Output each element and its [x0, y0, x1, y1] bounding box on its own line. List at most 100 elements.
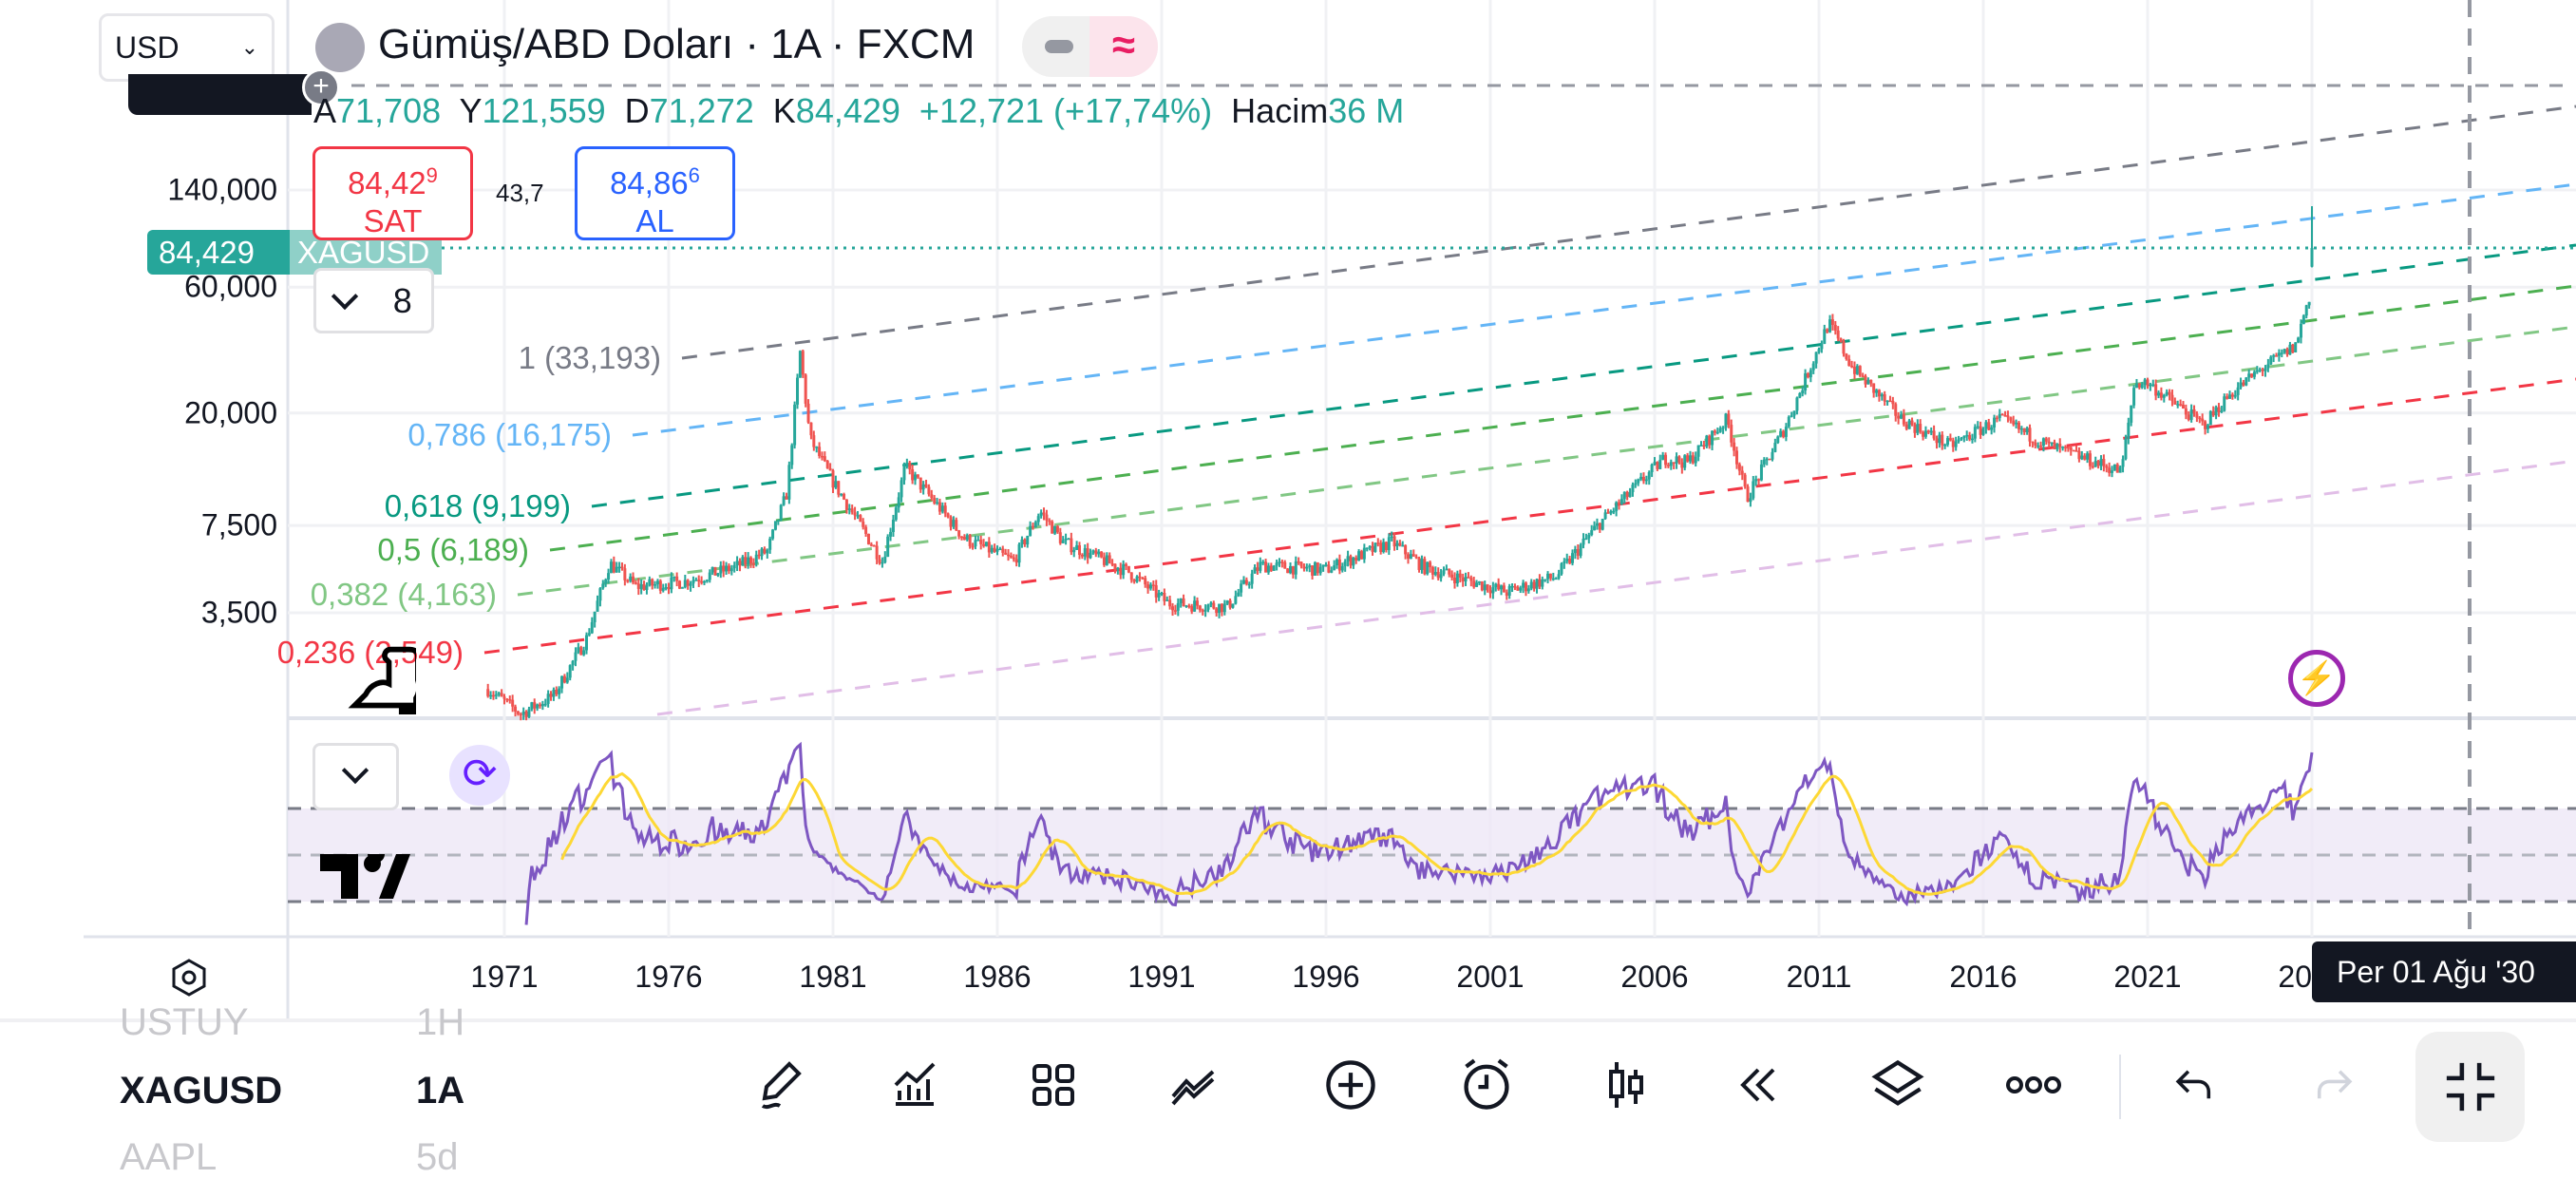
chart-mode-toggle[interactable]: ≈ — [1022, 16, 1158, 77]
candle-body — [1187, 605, 1191, 607]
candle-body — [1036, 516, 1040, 523]
candle-body — [1875, 390, 1879, 393]
symbol-title[interactable]: Gümüş/ABD Doları · 1A · FXCM — [378, 21, 975, 67]
more-icon[interactable] — [2005, 1056, 2062, 1113]
fib-level-label: 0,382 (4,163) — [310, 577, 497, 612]
candle-body — [850, 508, 854, 513]
price-chart[interactable] — [0, 0, 2576, 1018]
candle-body — [1677, 456, 1681, 463]
candle-body — [894, 507, 898, 521]
rsi-line — [524, 741, 2314, 925]
candle-body — [1535, 579, 1539, 589]
candle-body — [1203, 609, 1207, 612]
indicators-chart-icon[interactable] — [886, 1056, 943, 1113]
candle-body — [560, 675, 564, 689]
candlestick-icon[interactable] — [1598, 1056, 1655, 1113]
exit-fullscreen-button[interactable] — [2415, 1032, 2525, 1142]
undo-icon[interactable] — [2167, 1056, 2224, 1113]
buy-button[interactable]: 84,866 AL — [575, 146, 735, 240]
candle-body — [940, 505, 944, 512]
candle-body — [1078, 544, 1081, 555]
redo-icon[interactable] — [2304, 1056, 2361, 1113]
candle-body — [965, 535, 969, 541]
rsi-collapse-button[interactable] — [313, 743, 399, 810]
alarm-clock-icon[interactable] — [1458, 1056, 1515, 1113]
add-circle-icon[interactable] — [1322, 1056, 1379, 1113]
candle-body — [1012, 557, 1015, 560]
candle-body — [1256, 567, 1260, 571]
time-axis-label: 1986 — [963, 960, 1032, 994]
candle-body — [1551, 578, 1555, 580]
candle-body — [1472, 580, 1476, 587]
layers-icon[interactable] — [1869, 1056, 1926, 1113]
patterns-icon[interactable] — [1165, 1056, 1222, 1113]
candle-body — [1097, 551, 1101, 555]
candle-body — [1266, 565, 1270, 573]
sell-button[interactable]: 84,429 SAT — [313, 146, 473, 240]
candle-body — [1404, 544, 1408, 555]
candle-body — [1089, 552, 1092, 559]
layout-grid-icon[interactable] — [1025, 1056, 1082, 1113]
candle-body — [1458, 573, 1462, 578]
candle-body — [527, 709, 531, 717]
currency-select[interactable]: USD ⌄ — [99, 13, 275, 82]
candle-body — [2019, 428, 2023, 430]
candle-body — [1368, 545, 1372, 548]
watchlist-item-interval[interactable]: 1H — [416, 1001, 465, 1043]
candle-body — [2310, 248, 2314, 267]
candle-body — [1384, 542, 1388, 550]
candle-body — [787, 465, 791, 500]
candle-body — [645, 585, 649, 590]
candle-body — [2228, 394, 2231, 399]
candle-body — [2105, 466, 2109, 468]
candle-body — [1516, 587, 1520, 591]
watchlist-item-interval[interactable]: 1A — [416, 1070, 465, 1112]
candle-body — [831, 470, 835, 488]
candle-body — [2201, 418, 2205, 422]
candle-body — [540, 704, 544, 707]
candle-body — [1699, 445, 1703, 447]
watchlist-item-symbol[interactable]: AAPL — [120, 1136, 218, 1178]
candle-body — [2132, 388, 2136, 406]
candle-body — [1792, 410, 1796, 416]
candle-body — [1135, 576, 1139, 582]
watchlist-item-symbol[interactable]: XAGUSD — [120, 1070, 283, 1112]
candle-body — [1237, 592, 1241, 597]
lightning-event-icon[interactable]: ⚡ — [2288, 650, 2345, 707]
candle-body — [776, 520, 780, 522]
candle-body — [820, 455, 824, 458]
candle-body — [1311, 565, 1315, 576]
candle-body — [1595, 523, 1599, 526]
indicators-collapse-button[interactable]: 8 — [313, 268, 434, 333]
candle-body — [971, 545, 975, 548]
candle-body — [1051, 521, 1054, 534]
candle-body — [2055, 444, 2059, 449]
candle-body — [1439, 574, 1443, 579]
candle-body — [1212, 602, 1216, 609]
candle-body — [1584, 538, 1588, 541]
candle-body — [889, 531, 893, 537]
candle-body — [2272, 355, 2276, 357]
candle-body — [1938, 434, 1941, 444]
draw-pencil-icon[interactable] — [753, 1056, 810, 1113]
candle-body — [1590, 530, 1594, 536]
candle-body — [2165, 391, 2169, 395]
candle-body — [1198, 605, 1202, 611]
replay-icon[interactable] — [1730, 1056, 1787, 1113]
watchlist-item-symbol[interactable]: USTUY — [120, 1001, 249, 1043]
candle-body — [1861, 375, 1865, 377]
candle-body — [1461, 577, 1465, 581]
refresh-icon[interactable]: ⟳ — [449, 745, 510, 806]
candle-body — [500, 693, 503, 697]
candle-body — [1801, 390, 1805, 393]
settings-hexagon-icon[interactable] — [169, 958, 209, 998]
candle-body — [2208, 410, 2212, 426]
add-plus-icon[interactable]: + — [302, 68, 340, 106]
candle-body — [1907, 420, 1911, 429]
candle-body — [705, 580, 709, 581]
watchlist-item-interval[interactable]: 5d — [416, 1136, 459, 1178]
candle-body — [1842, 340, 1846, 354]
candle-body — [1948, 438, 1952, 441]
candle-body — [1544, 579, 1547, 581]
candle-body — [1163, 593, 1166, 601]
